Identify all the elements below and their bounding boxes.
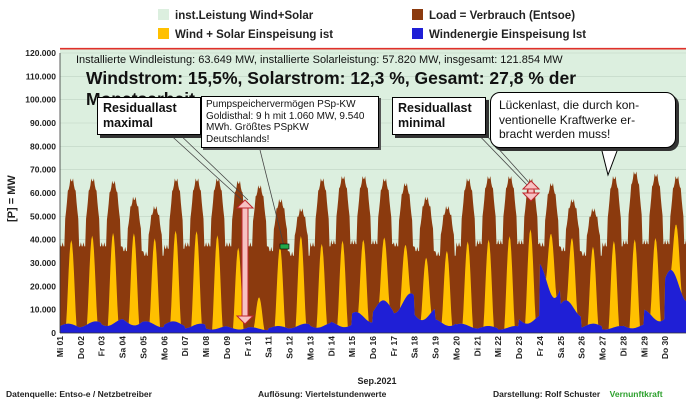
x-tick-label: Fr 10 — [243, 336, 253, 357]
legend-item-windsolar: Wind + Solar Einspeisung ist — [158, 28, 333, 41]
x-tick-label: Di 21 — [472, 336, 482, 357]
pointer-line-max-2 — [174, 129, 249, 201]
y-tick-label: 50.000 — [30, 211, 56, 221]
x-tick-label: Di 28 — [618, 336, 628, 357]
x-tick-label: Fr 24 — [535, 336, 545, 357]
x-tick-label: Sa 04 — [118, 336, 128, 358]
footer-resolution: Auflösung: Viertelstundenwerte — [258, 389, 387, 399]
legend-swatch-windsolar — [158, 28, 169, 39]
legend-item-load: Load = Verbrauch (Entsoe) — [412, 9, 575, 22]
callout-residual-min: Residuallast minimal — [392, 97, 486, 135]
legend-label-load: Load = Verbrauch (Entsoe) — [429, 10, 576, 22]
y-tick-label: 0 — [51, 328, 56, 338]
wind-area — [60, 263, 686, 333]
legend-item-wind: Windenergie Einspeisung Ist — [412, 28, 586, 41]
x-tick-label: Mo 13 — [305, 336, 315, 360]
callout-gap-load: Lückenlast, die durch kon-ventionelle Kr… — [490, 92, 676, 148]
x-tick-label: Mi 01 — [55, 336, 65, 358]
x-tick-label: Di 14 — [326, 336, 336, 357]
legend-swatch-wind — [412, 28, 423, 39]
x-tick-label: Fr 03 — [97, 336, 107, 357]
y-axis-label: [P] = MW — [6, 175, 18, 222]
footer-author-text: Darstellung: Rolf Schuster — [493, 389, 601, 399]
pointer-line-pumped — [259, 149, 285, 247]
callout-pumped-storage: Pumpspeichervermögen PSp-KW Goldisthal: … — [201, 96, 379, 148]
y-tick-label: 80.000 — [30, 141, 56, 151]
legend-label-wind: Windenergie Einspeisung Ist — [429, 29, 587, 41]
pointer-line-min — [469, 125, 529, 187]
pointer-line-min-2 — [477, 125, 533, 187]
x-tick-label: So 12 — [285, 336, 295, 359]
pumped-storage-marker — [279, 243, 290, 250]
legend-item-installed: inst.Leistung Wind+Solar — [158, 9, 313, 22]
x-tick-label: Mi 29 — [639, 336, 649, 358]
x-tick-label: Sa 18 — [410, 336, 420, 358]
header-installed-capacity: Installierte Windleistung: 63.649 MW, in… — [76, 54, 563, 66]
x-tick-label: Mo 20 — [451, 336, 461, 360]
x-tick-label: So 26 — [577, 336, 587, 359]
y-tick-label: 70.000 — [30, 165, 56, 175]
x-tick-label: Do 30 — [660, 336, 670, 359]
x-tick-label: Fr 17 — [389, 336, 399, 357]
footer-brand: Vernunftkraft — [609, 389, 663, 399]
x-tick-label: Mi 15 — [347, 336, 357, 358]
y-tick-label: 30.000 — [30, 258, 56, 268]
x-tick-label: So 19 — [431, 336, 441, 359]
callout-residual-max: Residuallast maximal — [97, 97, 201, 135]
x-tick-label: Sa 11 — [264, 336, 274, 358]
pointer-line-max — [164, 129, 243, 201]
x-tick-label: Do 02 — [76, 336, 86, 359]
y-tick-label: 10.000 — [30, 305, 56, 315]
footer-source: Datenquelle: Entso-e / Netzbetreiber — [6, 389, 152, 399]
y-tick-label: 40.000 — [30, 235, 56, 245]
footer-author: Darstellung: Rolf Schuster Vernunftkraft — [493, 389, 663, 399]
wind-solar-area — [60, 224, 686, 333]
legend-swatch-installed — [158, 9, 169, 20]
legend-label-installed: inst.Leistung Wind+Solar — [175, 10, 314, 22]
y-tick-label: 20.000 — [30, 281, 56, 291]
x-tick-label: So 05 — [138, 336, 148, 359]
y-tick-label: 90.000 — [30, 118, 56, 128]
x-tick-label: Di 07 — [180, 336, 190, 357]
x-tick-label: Do 09 — [222, 336, 232, 359]
legend-label-windsolar: Wind + Solar Einspeisung ist — [175, 29, 334, 41]
x-tick-label: Mi 22 — [493, 336, 503, 358]
residual-min-arrow — [521, 180, 541, 202]
x-tick-label: Sa 25 — [556, 336, 566, 358]
residual-max-arrow — [235, 199, 255, 325]
x-tick-label: Mo 06 — [159, 336, 169, 360]
legend-swatch-load — [412, 9, 423, 20]
y-tick-label: 60.000 — [30, 188, 56, 198]
x-axis-label: Sep.2021 — [357, 376, 396, 386]
x-tick-label: Mo 27 — [598, 336, 608, 360]
x-tick-label: Mi 08 — [201, 336, 211, 358]
y-tick-label: 100.000 — [25, 95, 56, 105]
y-tick-label: 110.000 — [26, 71, 57, 81]
y-tick-label: 120.000 — [25, 48, 56, 58]
x-tick-label: Do 16 — [368, 336, 378, 359]
x-tick-label: Do 23 — [514, 336, 524, 359]
